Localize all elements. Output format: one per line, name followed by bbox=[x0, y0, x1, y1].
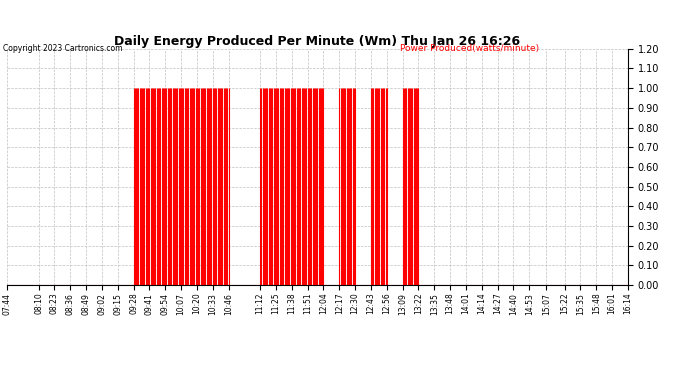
Title: Daily Energy Produced Per Minute (Wm) Thu Jan 26 16:26: Daily Energy Produced Per Minute (Wm) Th… bbox=[115, 34, 520, 48]
Text: Copyright 2023 Cartronics.com: Copyright 2023 Cartronics.com bbox=[3, 44, 123, 52]
Text: Power Produced(watts/minute): Power Produced(watts/minute) bbox=[400, 44, 540, 52]
